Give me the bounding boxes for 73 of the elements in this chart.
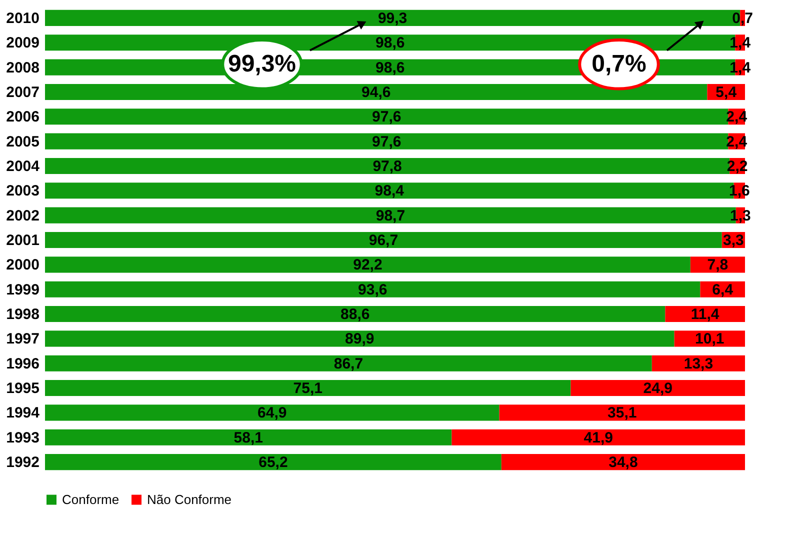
y-tick-label: 1995 (6, 380, 40, 398)
data-label: 94,6 (362, 84, 391, 101)
data-label: 6,4 (712, 281, 734, 298)
data-label: 11,4 (690, 306, 720, 324)
data-label: 92,2 (353, 256, 382, 274)
bar (45, 256, 690, 273)
annotation: 99,3% (228, 50, 296, 78)
bar (501, 454, 745, 470)
y-tick-label: 2000 (6, 256, 40, 274)
legend-label: Não Conforme (147, 492, 232, 507)
data-label: 24,9 (643, 380, 672, 398)
data-label: 35,1 (608, 404, 637, 422)
data-label: 96,7 (368, 232, 398, 249)
annotation: 0,7% (592, 50, 646, 78)
bar (45, 133, 728, 150)
data-label: 98,6 (376, 59, 405, 76)
data-label: 97,6 (372, 108, 402, 126)
data-label: 98,4 (374, 182, 405, 200)
y-tick-label: 1992 (6, 454, 40, 472)
bar (45, 306, 666, 322)
data-label: 1,4 (730, 59, 752, 76)
data-label: 99,3 (378, 10, 408, 27)
data-label: 98,7 (376, 207, 406, 224)
y-tick-label: 1998 (6, 306, 40, 324)
data-label: 86,7 (334, 355, 364, 372)
data-label: 34,8 (608, 454, 638, 472)
bar (570, 380, 745, 396)
y-tick-label: 2010 (6, 10, 40, 27)
y-tick-label: 2002 (6, 207, 40, 224)
data-label: 3,3 (723, 232, 744, 249)
y-tick-label: 1993 (6, 429, 40, 446)
data-label: 41,9 (584, 429, 613, 446)
y-tick-label: 2005 (6, 133, 40, 150)
y-tick-label: 1997 (6, 330, 40, 348)
y-tick-label: 2001 (6, 232, 40, 249)
bar (45, 108, 728, 125)
y-tick-label: 2009 (6, 34, 40, 52)
data-label: 64,9 (258, 404, 287, 422)
y-tick-label: 1996 (6, 355, 40, 372)
y-tick-label: 2008 (6, 59, 40, 76)
data-label: 13,3 (684, 355, 714, 372)
data-label: 89,9 (345, 330, 374, 348)
data-label: 93,6 (358, 281, 388, 298)
bar (45, 355, 652, 372)
data-label: 58,1 (234, 429, 263, 446)
y-tick-label: 2004 (6, 158, 40, 175)
data-label: 97,6 (372, 133, 402, 150)
bar (45, 330, 674, 347)
bar (45, 454, 502, 470)
data-label: 97,8 (372, 158, 402, 175)
data-label: 10,1 (695, 330, 724, 348)
bar (45, 232, 722, 248)
data-label: 7,8 (707, 256, 728, 274)
data-label: 88,6 (340, 306, 370, 324)
legend-label: Conforme (62, 492, 120, 507)
data-label: 0,7 (732, 10, 753, 27)
y-tick-label: 2007 (6, 84, 40, 101)
bar (499, 404, 745, 421)
y-tick-label: 1994 (6, 404, 40, 422)
data-label: 98,6 (376, 34, 405, 52)
bar (45, 429, 452, 446)
data-label: 1,3 (730, 207, 751, 224)
bar (45, 380, 571, 396)
y-tick-label: 2006 (6, 108, 40, 126)
data-label: 65,2 (258, 454, 288, 472)
bar (452, 429, 745, 446)
bar (45, 281, 700, 298)
bar (45, 404, 500, 421)
data-label: 1,4 (730, 34, 752, 52)
data-label: 5,4 (716, 84, 738, 101)
y-tick-label: 2003 (6, 182, 40, 200)
data-label: 75,1 (293, 380, 322, 398)
y-tick-label: 1999 (6, 281, 40, 298)
